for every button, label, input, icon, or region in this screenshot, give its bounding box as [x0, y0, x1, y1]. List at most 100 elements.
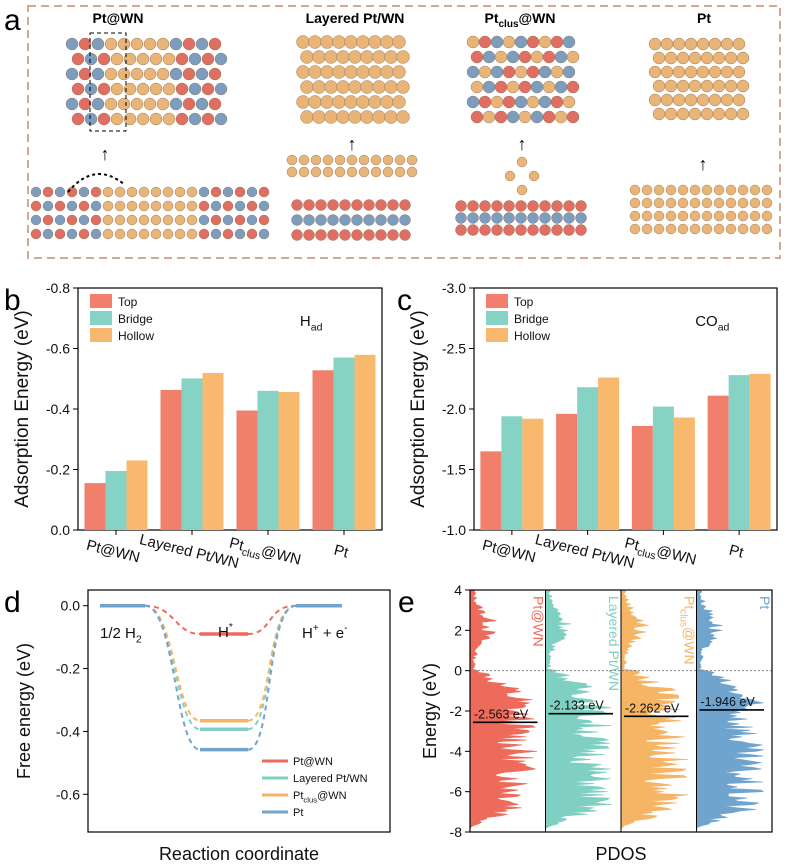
- atom: [186, 214, 198, 226]
- atom: [550, 95, 564, 109]
- atom: [700, 107, 714, 121]
- atom: [713, 197, 725, 209]
- atom: [150, 186, 162, 198]
- atom: [538, 65, 552, 79]
- d-band-label: -2.133 eV: [550, 699, 605, 713]
- bar-hollow: [354, 354, 376, 530]
- state-label-mid: H*: [218, 622, 233, 641]
- atom: [491, 212, 503, 224]
- bar-top: [236, 410, 258, 530]
- atom: [467, 200, 479, 212]
- atom: [550, 35, 564, 49]
- atom: [136, 112, 150, 126]
- atom: [482, 80, 496, 94]
- atom: [575, 212, 587, 224]
- atom: [455, 224, 467, 236]
- plot-frame: [87, 589, 391, 833]
- atom: [503, 212, 515, 224]
- atom: [291, 214, 303, 226]
- atom: [375, 199, 387, 211]
- y-tick-label: 0.0: [61, 598, 81, 614]
- atom: [195, 37, 209, 51]
- bar-top: [631, 425, 653, 530]
- atom: [312, 50, 326, 64]
- atom: [84, 82, 98, 96]
- atom: [42, 186, 54, 198]
- legend-label: Hollow: [118, 329, 154, 343]
- atom: [138, 186, 150, 198]
- atom: [392, 35, 406, 49]
- atom: [530, 50, 544, 64]
- atom: [563, 200, 575, 212]
- bar-bridge: [257, 390, 279, 530]
- atom: [677, 223, 689, 235]
- atom: [246, 228, 258, 240]
- atom: [136, 82, 150, 96]
- x-tick-label: Layered Pt/WN: [138, 531, 241, 572]
- atom: [749, 197, 761, 209]
- atom: [214, 112, 228, 126]
- atom: [720, 37, 734, 51]
- atom: [641, 197, 653, 209]
- atom: [222, 214, 234, 226]
- panel-letter-c: c: [397, 284, 412, 317]
- chart-free-energy: 0.0 -0.2 -0.4 -0.6 Free energy (eV) Reaction …: [14, 589, 391, 864]
- atom: [188, 112, 202, 126]
- bar-hollow: [673, 417, 695, 530]
- connector-3: [144, 604, 201, 751]
- atom: [641, 184, 653, 196]
- atom: [174, 186, 186, 198]
- atom: [482, 110, 496, 124]
- bar-hollow: [126, 460, 148, 530]
- atom: [712, 51, 726, 65]
- atom: [234, 186, 246, 198]
- atom: [466, 35, 480, 49]
- atom: [688, 51, 702, 65]
- atom: [563, 224, 575, 236]
- atom: [503, 200, 515, 212]
- atom: [126, 200, 138, 212]
- atom: [368, 65, 382, 79]
- atom: [65, 97, 79, 111]
- atom: [732, 93, 746, 107]
- atom: [575, 200, 587, 212]
- legend-label: Top: [118, 295, 138, 309]
- bar-bridge: [181, 378, 203, 530]
- atom: [201, 82, 215, 96]
- atom: [71, 82, 85, 96]
- atom: [210, 200, 222, 212]
- connector-1: [247, 604, 297, 731]
- atom: [720, 65, 734, 79]
- chart-pdos: 4 2 0 -2 -4 -6 -8 Energy (eV) PDOS -2.563 eV Pt@WN…: [420, 582, 773, 864]
- y-tick-label: -0.4: [46, 401, 70, 417]
- atom: [78, 228, 90, 240]
- atom: [102, 186, 114, 198]
- atom: [372, 50, 386, 64]
- y-tick-label: -0.6: [56, 786, 80, 802]
- atom: [491, 200, 503, 212]
- atom: [672, 37, 686, 51]
- atom: [143, 37, 157, 51]
- atom: [358, 154, 370, 166]
- pdos-1: [545, 589, 612, 832]
- atom: [66, 214, 78, 226]
- atom: [538, 95, 552, 109]
- atom: [30, 228, 42, 240]
- atom: [700, 51, 714, 65]
- atom: [368, 95, 382, 109]
- y-tick-label: -8: [450, 824, 463, 840]
- atom: [392, 95, 406, 109]
- atom: [339, 229, 351, 241]
- panel-a-title-3: Ptclus@WN: [485, 10, 556, 30]
- atom: [320, 65, 334, 79]
- atom: [258, 186, 270, 198]
- atom: [174, 228, 186, 240]
- atom: [286, 166, 298, 178]
- bar-bridge: [577, 387, 599, 530]
- atom: [344, 65, 358, 79]
- atom: [502, 95, 516, 109]
- atom: [676, 51, 690, 65]
- atom: [117, 97, 131, 111]
- atom: [214, 52, 228, 66]
- panel-a-title-3-sub: clus: [499, 19, 519, 30]
